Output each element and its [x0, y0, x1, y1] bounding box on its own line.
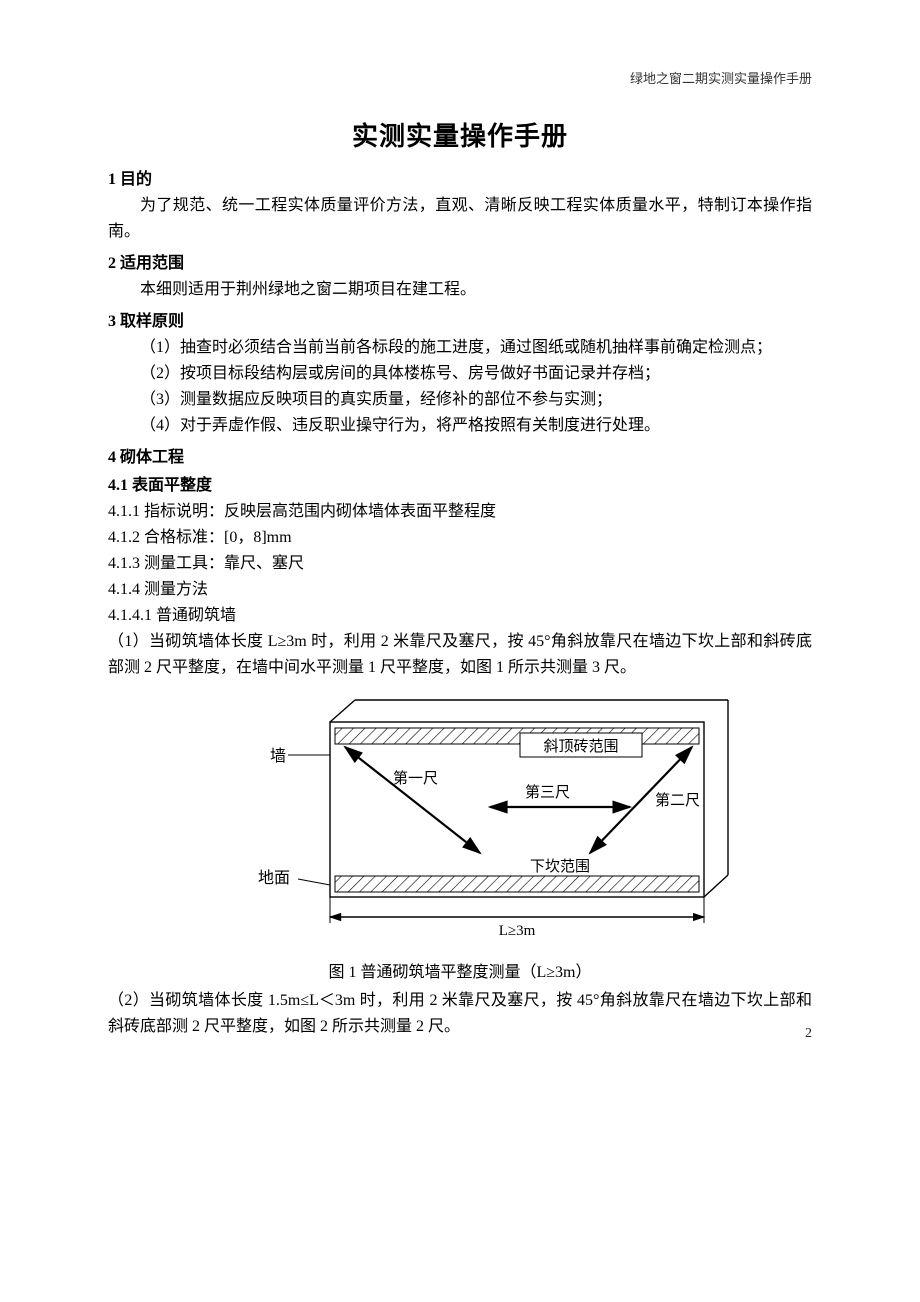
- label-ruler-2: 第二尺: [655, 791, 700, 809]
- label-bottom-zone: 下坎范围: [530, 858, 590, 875]
- label-ruler-1: 第一尺: [393, 769, 438, 787]
- section-3-head: 3 取样原则: [108, 307, 812, 331]
- line-4-1-3: 4.1.3 测量工具：靠尺、塞尺: [108, 551, 812, 577]
- para-4-1-4-1-a: （1）当砌筑墙体长度 L≥3m 时，利用 2 米靠尺及塞尺，按 45°角斜放靠尺…: [108, 629, 812, 681]
- section-4-head: 4 砌体工程: [108, 443, 812, 467]
- section-1-head: 1 目的: [108, 165, 812, 189]
- section-3-p4: （4）对于弄虚作假、违反职业操守行为，将严格按照有关制度进行处理。: [108, 413, 812, 439]
- label-length: L≥3m: [499, 923, 536, 939]
- document-page: 绿地之窗二期实测实量操作手册 实测实量操作手册 1 目的 为了规范、统一工程实体…: [0, 0, 920, 1080]
- line-4-1-4-1: 4.1.4.1 普通砌筑墙: [108, 603, 812, 629]
- figure-1-caption: 图 1 普通砌筑墙平整度测量（L≥3m）: [108, 958, 812, 982]
- diagram-svg: 斜顶砖范围 下坎范围 墙 地面 第一尺 第二尺 第三尺 L≥3m: [160, 695, 760, 950]
- label-ground: 地面: [258, 869, 290, 887]
- figure-1-diagram: 斜顶砖范围 下坎范围 墙 地面 第一尺 第二尺 第三尺 L≥3m: [108, 695, 812, 950]
- page-title: 实测实量操作手册: [108, 116, 812, 153]
- section-3-p3: （3）测量数据应反映项目的真实质量，经修补的部位不参与实测；: [108, 387, 812, 413]
- section-3-p2: （2）按项目标段结构层或房间的具体楼栋号、房号做好书面记录并存档；: [108, 361, 812, 387]
- page-number: 2: [805, 1026, 812, 1042]
- header-right-text: 绿地之窗二期实测实量操作手册: [630, 68, 812, 87]
- para-4-1-4-1-b: （2）当砌筑墙体长度 1.5m≤L＜3m 时，利用 2 米靠尺及塞尺，按 45°…: [108, 988, 812, 1040]
- section-1-para: 为了规范、统一工程实体质量评价方法，直观、清晰反映工程实体质量水平，特制订本操作…: [108, 193, 812, 245]
- section-2-head: 2 适用范围: [108, 249, 812, 273]
- section-4-1-head: 4.1 表面平整度: [108, 471, 812, 495]
- section-3-p1: （1）抽查时必须结合当前当前各标段的施工进度，通过图纸或随机抽样事前确定检测点；: [108, 335, 812, 361]
- label-top-zone: 斜顶砖范围: [543, 738, 618, 755]
- line-4-1-2: 4.1.2 合格标准：[0，8]mm: [108, 525, 812, 551]
- label-wall: 墙: [270, 747, 286, 765]
- line-4-1-4: 4.1.4 测量方法: [108, 577, 812, 603]
- section-2-para: 本细则适用于荆州绿地之窗二期项目在建工程。: [108, 277, 812, 303]
- line-4-1-1: 4.1.1 指标说明：反映层高范围内砌体墙体表面平整程度: [108, 499, 812, 525]
- label-ruler-3: 第三尺: [525, 783, 570, 801]
